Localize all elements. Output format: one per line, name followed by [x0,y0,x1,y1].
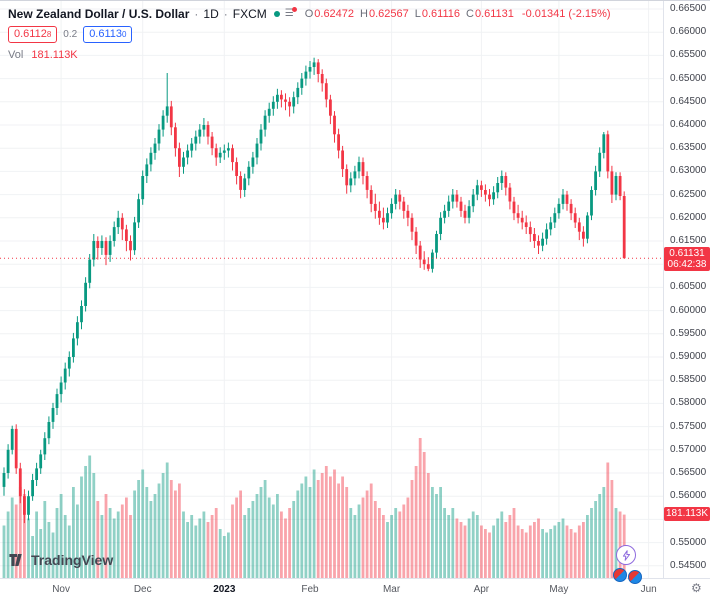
candlestick-chart[interactable] [0,1,663,578]
tradingview-mark-icon [9,554,22,566]
price-scale-label: 0.62000 [670,211,707,223]
settings-gear-icon[interactable]: ⚙ [691,581,702,595]
last-price-badge: 0.61131 06:42:38 [664,247,710,272]
time-scale-label: Nov [52,584,71,595]
open-label: O [304,8,314,20]
ask-value: 0.6113 [89,28,123,40]
price-scale-label: 0.59500 [670,327,707,339]
low-label: L [414,8,421,20]
legend-menu-icon[interactable]: ☰ [284,7,297,19]
close-label: C [466,8,474,20]
price-scale-label: 0.64000 [670,119,707,130]
tradingview-wordmark: TradingView [31,552,114,568]
time-scale-label: Dec [133,584,152,595]
price-scale-label: 0.66000 [670,26,707,38]
price-scale-label: 0.65000 [670,72,707,84]
open-value: 0.62472 [314,8,355,20]
exchange-label[interactable]: FXCM [232,7,267,21]
price-scale-label: 0.54500 [670,559,707,571]
bid-price-button[interactable]: 0.61128 [8,26,58,43]
price-scale-label: 0.60500 [670,281,707,293]
price-scale-label: 0.56000 [670,490,707,502]
time-scale-label: May [549,584,569,595]
price-scale-label: 0.59000 [670,351,707,362]
symbol-title[interactable]: New Zealand Dollar / U.S. Dollar [8,7,190,21]
ask-sup: 0 [122,30,127,39]
price-scale-label: 0.62500 [670,188,707,200]
price-scale-label: 0.63500 [670,142,707,154]
price-scale-label: 0.66500 [670,3,707,14]
price-scale-label: 0.57500 [670,420,707,432]
volume-row: Vol 181.113K [8,49,611,61]
bid-sup: 8 [46,30,52,39]
ask-price-button[interactable]: 0.61130 [83,26,133,43]
time-scale-label: Feb [301,584,319,595]
price-scale-label: 0.56500 [670,467,707,478]
volume-indicator-value: 181.113K [31,49,78,61]
price-scale-label: 0.63000 [670,165,707,177]
price-scale-label: 0.65500 [670,49,707,61]
time-scale-label: 2023 [213,584,236,595]
event-flag-icon[interactable] [613,568,627,582]
time-scale[interactable]: Nov Dec 2023 Feb Mar Apr May Jun [0,578,710,601]
separator: · [223,7,228,21]
chart-legend: New Zealand Dollar / U.S. Dollar · 1D · … [8,6,611,61]
tradingview-logo[interactable]: TradingView [8,551,113,569]
last-price-value: 0.61131 [669,248,705,260]
time-scale-label: Jun [640,584,657,595]
low-value: 0.61116 [421,8,461,20]
bid-ask-row: 0.61128 0.2 0.61130 [8,26,611,43]
legend-title-row: New Zealand Dollar / U.S. Dollar · 1D · … [8,6,611,22]
volume-badge: 181.113K [664,506,710,521]
price-scale-label: 0.61500 [670,235,707,246]
lightning-button[interactable] [616,545,636,565]
interval-label[interactable]: 1D [203,7,219,21]
high-label: H [360,8,368,20]
separator: · [194,7,199,21]
time-scale-label: Apr [473,584,490,595]
ohlc-readout: O0.62472 H0.62567 L0.61116 C0.61131 -0.0… [305,8,611,20]
close-value: 0.61131 [474,8,514,20]
change-value: -0.01341 (-2.15%) [521,8,611,20]
event-flag-icon[interactable] [628,570,642,584]
high-value: 0.62567 [368,8,409,20]
market-status-dot-icon[interactable] [273,11,280,17]
price-scale[interactable]: 0.66500 0.66000 0.65500 0.65000 0.64500 0.640… [663,1,710,578]
price-scale-label: 0.58500 [670,374,707,386]
bid-value: 0.6112 [14,28,47,40]
spread-value: 0.2 [63,29,78,40]
price-scale-label: 0.58000 [670,397,707,409]
price-scale-label: 0.55000 [670,536,707,548]
price-scale-label: 0.64500 [670,95,707,107]
price-scale-label: 0.60000 [670,304,707,316]
volume-indicator-label[interactable]: Vol [8,49,24,61]
price-scale-label: 0.57000 [670,443,707,455]
bar-countdown: 06:42:38 [667,259,707,271]
lightning-icon [622,549,630,561]
time-scale-label: Mar [382,584,401,595]
